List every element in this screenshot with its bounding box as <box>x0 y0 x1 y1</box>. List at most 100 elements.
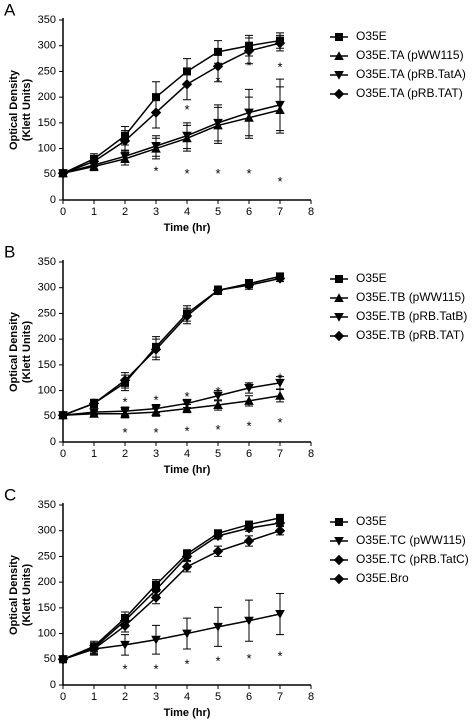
data-point <box>119 135 131 147</box>
data-point <box>120 407 130 416</box>
x-tick-label: 7 <box>277 206 283 218</box>
y-tick-label: 200 <box>38 576 56 588</box>
y-axis-label: Optical Density <box>8 311 20 392</box>
y-tick-label: 150 <box>38 602 56 614</box>
series-line <box>62 109 281 174</box>
panel-label: A <box>4 0 16 19</box>
x-tick-label: 6 <box>246 691 252 703</box>
legend-label: O35E.TA (pRB.TAT) <box>356 86 463 100</box>
y-tick-label: 0 <box>50 194 56 206</box>
series-line <box>62 613 281 660</box>
data-point <box>88 156 100 167</box>
x-tick-label: 3 <box>153 206 159 218</box>
series-line <box>62 394 281 417</box>
data-point <box>275 100 285 110</box>
data-point <box>181 561 193 572</box>
data-point <box>275 378 285 388</box>
significance-marker: * <box>277 174 282 189</box>
x-tick-label: 1 <box>91 206 97 218</box>
legend-label: O35E <box>356 514 387 528</box>
y-tick-label: 350 <box>38 14 56 26</box>
data-point <box>213 400 223 409</box>
series-line <box>62 517 281 660</box>
data-point <box>243 522 255 534</box>
y-axis-label: (Klett Units) <box>21 564 33 627</box>
data-point <box>244 396 254 405</box>
data-point <box>151 635 161 645</box>
series-line <box>62 530 281 660</box>
data-point <box>274 517 286 529</box>
y-tick-label: 250 <box>38 65 56 77</box>
data-point <box>244 108 254 118</box>
panel-label: B <box>4 242 15 261</box>
data-point <box>120 640 130 650</box>
significance-marker: * <box>122 425 127 440</box>
data-point <box>181 79 193 90</box>
x-tick-label: 5 <box>215 448 221 460</box>
y-tick-label: 100 <box>38 142 56 154</box>
legend-label: O35E.TA (pWW115) <box>356 48 464 62</box>
series-line <box>62 382 281 417</box>
y-tick-label: 100 <box>38 627 56 639</box>
data-point <box>151 142 161 151</box>
y-tick-label: 200 <box>38 91 56 103</box>
legend-marker <box>335 518 343 526</box>
significance-marker: * <box>246 166 251 181</box>
significance-marker: * <box>215 166 220 181</box>
y-tick-label: 250 <box>38 550 56 562</box>
legend-marker <box>335 33 343 41</box>
y-axis-label: (Klett Units) <box>21 321 33 384</box>
data-point <box>57 168 69 179</box>
data-point <box>181 551 193 562</box>
y-tick-label: 150 <box>38 117 56 129</box>
x-tick-label: 3 <box>153 691 159 703</box>
x-tick-label: 0 <box>60 691 66 703</box>
significance-marker: * <box>122 661 127 676</box>
significance-marker: * <box>153 164 158 179</box>
legend-label: O35E <box>356 271 387 285</box>
data-point <box>151 404 161 414</box>
significance-marker: * <box>246 379 251 394</box>
y-tick-label: 50 <box>44 410 56 422</box>
series-line <box>62 277 281 416</box>
y-tick-label: 250 <box>38 307 56 319</box>
significance-marker: * <box>277 371 282 386</box>
data-point <box>182 399 192 409</box>
data-point <box>275 610 285 619</box>
x-tick-label: 0 <box>60 448 66 460</box>
x-tick-label: 2 <box>122 448 128 460</box>
significance-marker: * <box>277 60 282 75</box>
data-point <box>181 310 193 322</box>
significance-marker: * <box>153 393 158 408</box>
data-point <box>88 398 100 409</box>
series-line <box>62 42 281 174</box>
y-tick-label: 350 <box>38 499 56 511</box>
legend-label: O35E.TA (pRB.TatA) <box>356 67 466 81</box>
x-tick-label: 4 <box>184 691 190 703</box>
significance-marker: * <box>184 166 189 181</box>
legend-label: O35E.Bro <box>356 571 409 585</box>
legend-label: O35E.TC (pRB.TatC) <box>356 552 469 566</box>
data-point <box>213 391 223 401</box>
legend-label: O35E.TB (pRB.TAT) <box>356 328 464 342</box>
series-line <box>62 522 281 660</box>
y-tick-label: 350 <box>38 256 56 268</box>
x-tick-label: 8 <box>308 691 314 703</box>
x-tick-label: 7 <box>277 448 283 460</box>
x-tick-label: 1 <box>91 691 97 703</box>
x-tick-label: 6 <box>246 206 252 218</box>
data-point <box>89 408 99 417</box>
x-tick-label: 8 <box>308 206 314 218</box>
significance-marker: * <box>215 74 220 89</box>
data-point <box>119 375 131 386</box>
y-tick-label: 100 <box>38 384 56 396</box>
y-tick-label: 0 <box>50 679 56 691</box>
significance-marker: * <box>184 389 189 404</box>
legend-marker <box>333 573 345 585</box>
data-point <box>150 584 162 596</box>
series-line <box>62 275 281 416</box>
legend-label: O35E.TB (pRB.TatB) <box>356 309 467 323</box>
y-axis-label: Optical Density <box>8 554 20 635</box>
significance-marker: * <box>246 651 251 666</box>
y-tick-label: 200 <box>38 333 56 345</box>
